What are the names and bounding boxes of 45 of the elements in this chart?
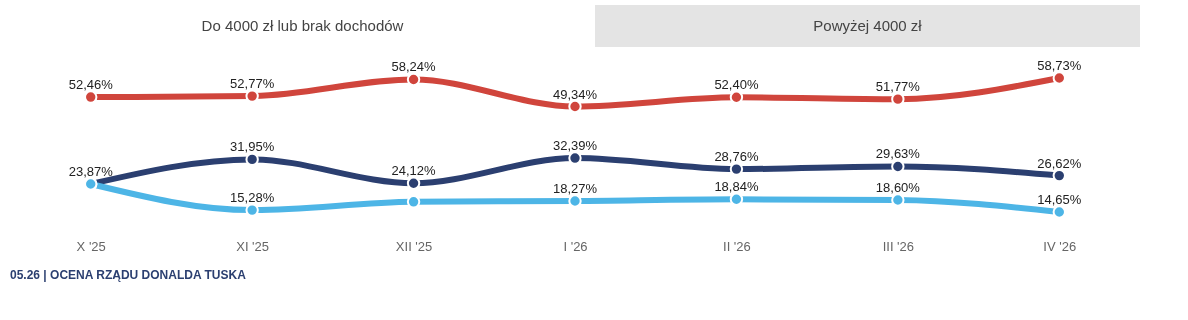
- point: [568, 151, 582, 165]
- point: [568, 194, 582, 208]
- data-label: 32,39%: [552, 138, 598, 154]
- point: [729, 192, 744, 206]
- data-label: 52,46%: [68, 77, 114, 93]
- data-label: 26,62%: [1037, 155, 1082, 171]
- x-tick-label: IV '26: [1043, 238, 1077, 254]
- point: [729, 90, 744, 104]
- data-label: 49,34%: [552, 86, 598, 102]
- x-tick-label: X '25: [76, 238, 106, 254]
- point: [891, 193, 905, 207]
- data-label: 18,60%: [875, 179, 921, 195]
- x-tick-label: II '26: [723, 238, 751, 254]
- data-label: 29,63%: [875, 146, 921, 162]
- data-label: 58,73%: [1037, 58, 1082, 73]
- data-label: 23,87%: [68, 163, 114, 179]
- point: [406, 195, 421, 209]
- point: [729, 162, 744, 176]
- data-label: 14,65%: [1037, 192, 1082, 207]
- point: [84, 90, 98, 104]
- data-label: 24,12%: [391, 163, 437, 179]
- data-label: 18,84%: [714, 179, 759, 195]
- point: [891, 159, 905, 174]
- data-label: 28,76%: [714, 149, 759, 165]
- point: [245, 89, 259, 103]
- text: Powyżej 4000 zł: [813, 17, 923, 34]
- data-label: 31,95%: [230, 139, 275, 155]
- text: 05.26 | OCENA RZĄDU DONALDA TUSKA: [10, 268, 247, 282]
- point: [1052, 205, 1066, 219]
- point: [406, 176, 421, 190]
- x-tick-label: XI '25: [236, 238, 270, 254]
- point: [406, 72, 421, 87]
- text: Do 4000 zł lub brak dochodów: [201, 17, 404, 34]
- data-label: 52,77%: [230, 76, 275, 92]
- data-label: 15,28%: [230, 190, 275, 206]
- x-tick-label: I '26: [563, 238, 588, 254]
- data-label: 18,27%: [552, 181, 598, 196]
- data-label: 52,40%: [714, 77, 759, 93]
- x-tick-label: III '26: [882, 238, 915, 254]
- data-label: 51,77%: [875, 79, 921, 95]
- data-label: 58,24%: [391, 59, 437, 75]
- point: [245, 203, 259, 217]
- x-tick-label: XII '25: [395, 238, 433, 254]
- point: [1052, 71, 1066, 85]
- point: [891, 92, 905, 106]
